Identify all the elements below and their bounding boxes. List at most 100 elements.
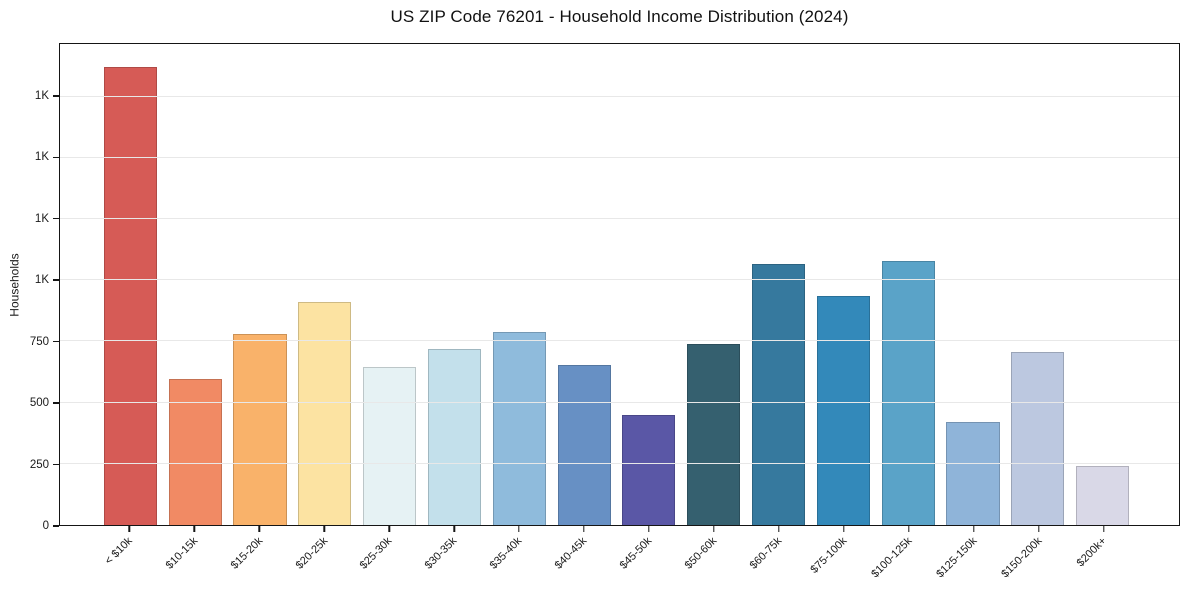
x-tick-label: $150-200k: [998, 535, 1045, 581]
y-tick-label: 1K: [34, 212, 49, 225]
bar-200k: [1076, 466, 1130, 525]
x-tick-label: < $10k: [102, 535, 135, 568]
x-tick-slot: $60-75k: [746, 526, 811, 590]
bar-45-50k: [622, 414, 676, 525]
x-tick-slot: $150-200k: [999, 526, 1071, 590]
x-tick-mark: [193, 526, 196, 532]
x-tick-slot: $50-60k: [681, 526, 746, 590]
x-tick-slot: < $10k: [97, 526, 162, 590]
y-tick-mark: [53, 279, 59, 281]
bar-30-35k: [427, 348, 482, 525]
bar-15-20k: [233, 334, 287, 525]
y-tick: 750: [21, 336, 59, 348]
bar-slot: [746, 44, 811, 525]
bar-slot: [811, 44, 876, 525]
bar-75-100k: [816, 296, 870, 525]
bar-slot: [681, 44, 746, 525]
y-tick-mark: [53, 156, 59, 158]
x-tick-mark: [323, 526, 325, 532]
bar-slot: [552, 44, 617, 525]
y-tick-mark: [53, 95, 59, 97]
y-tick-label: 250: [29, 458, 49, 471]
x-tick-mark: [453, 526, 455, 532]
x-tick-mark: [843, 526, 845, 532]
y-tick: 1K: [21, 151, 59, 163]
x-tick-label: $25-30k: [358, 535, 395, 572]
bar-slot: [98, 44, 163, 525]
x-tick-label: $45-50k: [617, 535, 655, 572]
x-tick-mark: [648, 526, 650, 532]
x-tick-label: $30-35k: [423, 535, 460, 572]
x-tick-mark: [908, 526, 910, 532]
x-tick-slot: $30-35k: [422, 526, 487, 590]
bar-slot: [941, 44, 1006, 525]
bar-10k: [103, 67, 157, 525]
x-tick-slot: $125-150k: [934, 526, 1006, 590]
x-tick-mark: [128, 526, 131, 532]
bar-20-25k: [298, 302, 352, 525]
bar-50-60k: [687, 343, 741, 525]
x-tick-mark: [583, 526, 585, 532]
bar-60-75k: [751, 264, 806, 525]
y-tick-mark: [53, 402, 59, 404]
y-tick-label: 1K: [34, 89, 49, 102]
x-tick-label: $60-75k: [747, 535, 785, 572]
y-tick-label: 1K: [34, 151, 49, 164]
x-tick-slot: $15-20k: [227, 526, 292, 590]
x-tick-label: $35-40k: [487, 535, 525, 572]
plot-area: [59, 43, 1180, 526]
x-tick-label: $40-45k: [552, 535, 590, 572]
bar-slot: [487, 44, 552, 525]
chart-title: US ZIP Code 76201 - Household Income Dis…: [390, 7, 849, 26]
x-tick-label: $20-25k: [293, 535, 330, 572]
x-tick-mark: [388, 526, 390, 532]
x-tick-slot: $200k+: [1071, 526, 1136, 590]
y-tick: 500: [21, 397, 59, 409]
x-tick-slot: $25-30k: [357, 526, 422, 590]
x-tick-mark: [258, 526, 261, 532]
x-tick-slot: $35-40k: [487, 526, 552, 590]
bar-100-125k: [881, 260, 935, 525]
bar-150-200k: [1011, 352, 1065, 525]
bar-slot: [876, 44, 941, 525]
y-tick-label: 0: [42, 520, 49, 532]
x-tick-label: $10-15k: [163, 535, 200, 572]
y-tick: 0: [21, 520, 59, 532]
y-tick-mark: [53, 525, 59, 527]
bar-slot: [1005, 44, 1070, 525]
x-tick-mark: [1102, 526, 1105, 532]
bar-slot: [292, 44, 357, 525]
bar-slot: [1070, 44, 1135, 525]
x-tick-label: $15-20k: [228, 535, 265, 572]
y-tick-mark: [53, 340, 59, 343]
x-tick-label: $200k+: [1074, 535, 1110, 570]
y-tick: 250: [21, 459, 59, 471]
bar-slot: [617, 44, 682, 525]
y-tick-mark: [53, 218, 59, 220]
y-tick-label: 500: [29, 397, 49, 410]
bar-slot: [357, 44, 422, 525]
y-tick-label: 750: [29, 335, 49, 348]
x-tick-mark: [1037, 526, 1040, 532]
bar-slot: [228, 44, 293, 525]
bar-10-15k: [168, 379, 222, 525]
y-tick: 1K: [21, 213, 59, 225]
bar-35-40k: [492, 331, 546, 525]
x-tick-slot: $75-100k: [808, 526, 876, 590]
x-tick-label: $100-125k: [868, 535, 915, 581]
x-tick-label: $125-150k: [933, 535, 980, 581]
y-tick: 1K: [21, 90, 59, 102]
x-tick-slot: $10-15k: [162, 526, 227, 590]
bar-slot: [422, 44, 487, 525]
y-tick-label: 1K: [34, 274, 49, 287]
bars-layer: [60, 44, 1179, 525]
x-tick-mark: [778, 526, 780, 532]
x-tick-slot: $100-125k: [869, 526, 941, 590]
bar-40-45k: [557, 364, 611, 525]
x-tick-mark: [518, 526, 520, 532]
bar-slot: [163, 44, 228, 525]
x-tick-slot: $45-50k: [617, 526, 682, 590]
bar-125-150k: [946, 422, 1000, 525]
x-tick-slot: $40-45k: [552, 526, 617, 590]
